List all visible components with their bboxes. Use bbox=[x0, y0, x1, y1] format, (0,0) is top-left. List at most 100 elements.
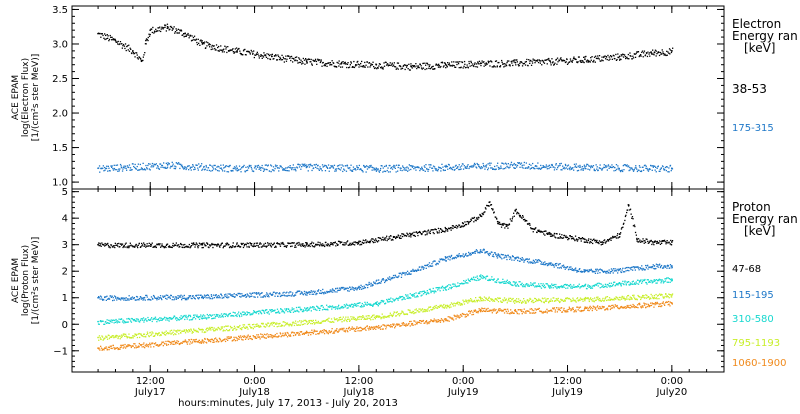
data-point bbox=[221, 315, 223, 317]
data-point bbox=[108, 38, 111, 41]
data-point bbox=[654, 49, 657, 51]
data-point bbox=[560, 266, 562, 268]
data-point bbox=[277, 323, 279, 325]
data-point bbox=[158, 244, 160, 246]
data-point bbox=[287, 170, 289, 172]
data-point bbox=[124, 165, 127, 167]
data-point bbox=[392, 239, 394, 241]
data-point bbox=[382, 236, 384, 238]
data-point bbox=[185, 168, 187, 171]
data-point bbox=[478, 279, 480, 281]
data-point bbox=[509, 64, 511, 66]
data-point bbox=[161, 26, 163, 28]
data-point bbox=[616, 283, 618, 286]
data-point bbox=[302, 323, 305, 325]
data-point bbox=[491, 66, 493, 68]
data-point bbox=[529, 223, 531, 225]
data-point bbox=[260, 326, 262, 328]
data-point bbox=[428, 164, 430, 166]
data-point bbox=[622, 226, 624, 228]
data-point bbox=[665, 278, 667, 280]
data-point bbox=[664, 53, 666, 55]
data-point bbox=[218, 296, 221, 298]
data-point bbox=[290, 291, 292, 293]
data-point bbox=[402, 65, 404, 67]
data-point bbox=[293, 58, 295, 60]
data-point bbox=[381, 67, 383, 70]
data-point bbox=[282, 242, 284, 245]
data-point bbox=[373, 66, 375, 68]
data-point bbox=[303, 165, 305, 167]
data-point bbox=[222, 170, 224, 172]
data-point bbox=[199, 166, 201, 168]
data-point bbox=[225, 243, 227, 245]
data-point bbox=[354, 168, 356, 170]
data-point bbox=[200, 165, 202, 167]
data-point bbox=[555, 265, 557, 267]
data-point bbox=[253, 311, 256, 313]
data-point bbox=[548, 286, 550, 288]
data-point bbox=[339, 241, 341, 243]
data-point bbox=[457, 285, 459, 287]
data-point bbox=[655, 50, 657, 52]
data-point bbox=[246, 242, 248, 244]
data-point bbox=[193, 297, 196, 299]
data-point bbox=[363, 285, 365, 287]
data-point bbox=[357, 302, 359, 304]
data-point bbox=[530, 64, 533, 66]
data-point bbox=[629, 267, 631, 269]
data-point bbox=[242, 242, 244, 245]
data-point bbox=[201, 242, 204, 244]
data-point bbox=[158, 243, 160, 245]
data-point bbox=[637, 241, 639, 243]
data-point bbox=[276, 308, 279, 310]
data-point bbox=[520, 162, 523, 164]
data-point bbox=[180, 294, 182, 296]
data-point bbox=[100, 296, 103, 298]
data-point bbox=[319, 322, 321, 324]
data-point bbox=[315, 60, 317, 63]
data-point bbox=[177, 295, 179, 297]
data-point bbox=[207, 327, 209, 329]
data-point bbox=[104, 169, 106, 171]
data-point bbox=[311, 64, 313, 66]
data-point bbox=[98, 245, 100, 247]
data-point bbox=[409, 293, 411, 295]
data-point bbox=[202, 42, 204, 44]
data-point bbox=[242, 50, 245, 52]
data-point bbox=[467, 66, 469, 68]
data-point bbox=[633, 283, 635, 285]
data-point bbox=[242, 314, 244, 316]
data-point bbox=[500, 167, 502, 169]
data-point bbox=[393, 62, 395, 64]
data-point bbox=[229, 293, 231, 295]
data-point bbox=[511, 259, 513, 261]
data-point bbox=[587, 284, 589, 286]
data-point bbox=[170, 333, 172, 335]
data-point bbox=[642, 56, 644, 58]
data-point bbox=[259, 242, 261, 244]
data-point bbox=[190, 297, 192, 300]
data-point bbox=[146, 294, 148, 297]
data-point bbox=[412, 165, 414, 167]
data-point bbox=[112, 299, 114, 302]
data-point bbox=[404, 169, 406, 171]
data-point bbox=[192, 165, 194, 167]
data-point bbox=[158, 168, 161, 170]
data-point bbox=[355, 287, 357, 289]
data-point bbox=[591, 271, 594, 273]
data-point bbox=[383, 62, 385, 64]
data-point bbox=[210, 329, 212, 331]
data-point bbox=[172, 296, 174, 298]
data-point bbox=[569, 285, 571, 287]
data-point bbox=[491, 167, 493, 169]
data-point bbox=[309, 163, 312, 165]
data-point bbox=[318, 322, 320, 324]
data-point bbox=[226, 314, 228, 317]
data-point bbox=[663, 240, 665, 242]
data-point bbox=[308, 166, 311, 168]
data-point bbox=[612, 268, 615, 270]
data-point bbox=[506, 165, 508, 167]
data-point bbox=[583, 164, 585, 166]
data-point bbox=[332, 289, 335, 291]
